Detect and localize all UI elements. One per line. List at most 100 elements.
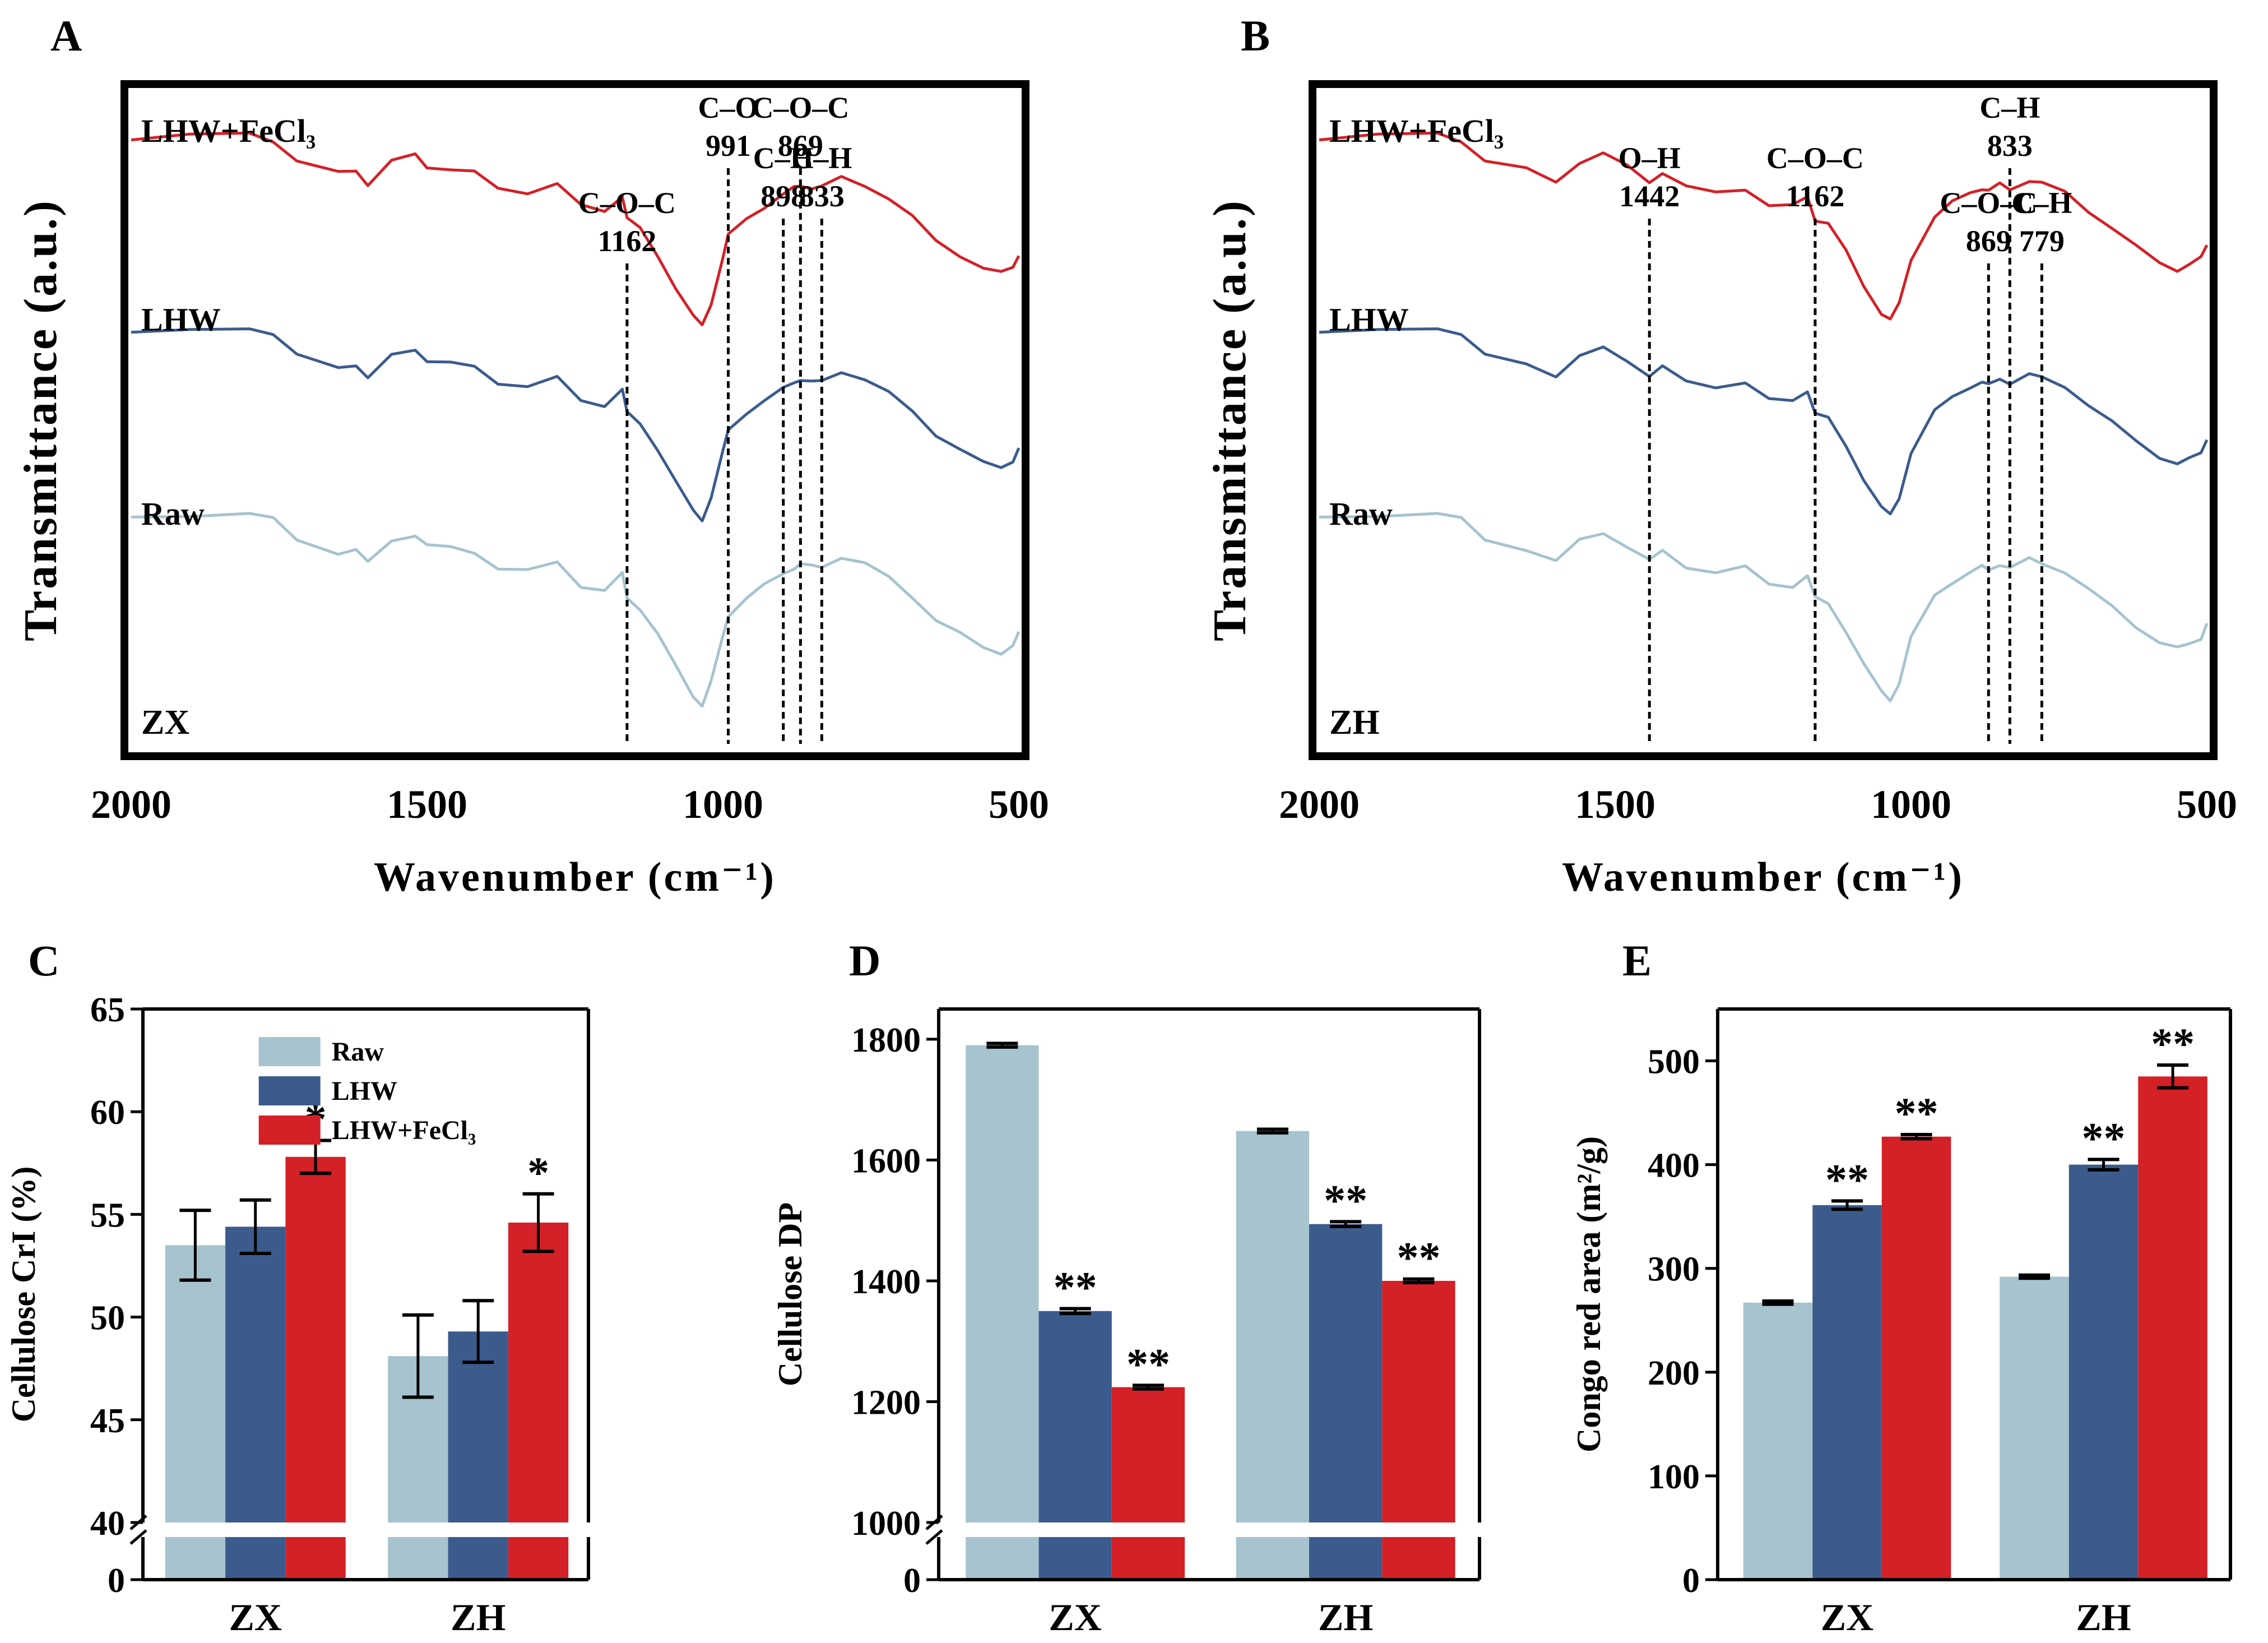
- axis-break-mark: [925, 1529, 943, 1545]
- peak-group-label: C–O–C: [1940, 186, 2037, 220]
- bar-fecl3: [508, 1223, 569, 1580]
- peak-value-label: 1162: [1785, 179, 1844, 213]
- y-tick-label: 1000: [851, 1505, 921, 1543]
- peak-group-label: C–O–C: [1766, 141, 1864, 175]
- peak-group-label: C–O–C: [578, 186, 676, 220]
- significance-mark: **: [2082, 1113, 2126, 1162]
- panel-label: C: [28, 936, 59, 985]
- significance-mark: **: [1825, 1155, 1869, 1204]
- bar-lhw: [2068, 1164, 2139, 1580]
- y-axis-label: Congo red area (m²/g): [1570, 1136, 1607, 1452]
- sample-label: ZH: [1329, 704, 1380, 742]
- y-tick-label: 50: [90, 1299, 125, 1337]
- y-tick-label: 65: [90, 991, 125, 1029]
- x-tick-label: 2000: [1279, 782, 1360, 827]
- series-label: Raw: [1329, 496, 1393, 532]
- significance-mark: **: [1054, 1263, 1097, 1312]
- peak-value-label: 991: [706, 129, 751, 163]
- y-tick-label: 0: [108, 1562, 125, 1600]
- y-axis-label: Transmittance (a.u.): [15, 199, 67, 641]
- peak-value-label: 1162: [597, 224, 656, 258]
- y-tick-label: 60: [90, 1094, 125, 1132]
- panel-b: B LHW+FeCl₃ LHW Raw O–H 1442 C–O–C 1162 C–O–C 869…: [1204, 11, 2237, 900]
- series-label: Raw: [141, 496, 205, 532]
- bar-fecl3: [1111, 1387, 1185, 1580]
- spectrum-raw: [131, 512, 1021, 708]
- spectrum-fecl3: [131, 131, 1021, 326]
- series-label: LHW: [141, 301, 221, 337]
- y-tick-label: 1200: [851, 1383, 921, 1422]
- x-tick-label: 1500: [1575, 782, 1655, 827]
- peak-value-label: 869: [1966, 224, 2011, 258]
- y-tick-label: 100: [1648, 1458, 1700, 1496]
- bar-lhw: [225, 1227, 286, 1580]
- peak-value-label: 1442: [1619, 179, 1680, 213]
- legend-swatch-lhw: [258, 1076, 321, 1105]
- bar-fecl3: [285, 1156, 346, 1580]
- y-axis-label: Transmittance (a.u.): [1204, 199, 1256, 641]
- bar-lhw: [1038, 1311, 1112, 1580]
- plot-frame: [120, 80, 1029, 760]
- bar-lhw: [1812, 1205, 1882, 1580]
- y-tick-label: 300: [1648, 1251, 1700, 1289]
- x-tick-label: 1000: [1871, 782, 1951, 827]
- series-label: LHW+FeCl₃: [141, 113, 316, 149]
- peak-value-label: 898: [760, 179, 806, 213]
- panel-d: D ** ** ZX ** ** ZH 1000 1200 1400 1600 1800 0 Cellul…: [772, 936, 1482, 1639]
- x-tick-label: ZH: [2076, 1596, 2131, 1639]
- y-tick-label: 0: [903, 1562, 921, 1600]
- x-tick-label: ZH: [1318, 1596, 1373, 1639]
- y-tick-label: 1800: [851, 1021, 921, 1059]
- significance-mark: **: [1895, 1089, 1938, 1137]
- x-tick-label: ZX: [229, 1596, 282, 1639]
- peak-value-label: 869: [778, 129, 823, 163]
- peak-value-label: 833: [799, 179, 845, 213]
- peak-group-label: C–H: [2011, 186, 2072, 220]
- peak-group-label: C–H: [791, 141, 852, 175]
- x-tick-label: 500: [2177, 782, 2237, 827]
- y-tick-label: 55: [90, 1196, 125, 1234]
- legend-swatch-fecl3: [258, 1116, 321, 1145]
- sample-label: ZX: [141, 704, 189, 742]
- x-tick-label: ZH: [451, 1596, 505, 1639]
- x-tick-label: 500: [989, 782, 1049, 827]
- legend-label: LHW: [332, 1076, 397, 1106]
- y-tick-label: 400: [1648, 1147, 1700, 1185]
- peak-group-label: C–O: [698, 91, 759, 124]
- bar-lhw: [448, 1331, 508, 1580]
- panel-label: E: [1622, 936, 1652, 985]
- axis-break-gap: [916, 1522, 1482, 1537]
- panel-label: B: [1241, 11, 1270, 60]
- spectrum-fecl3: [1319, 131, 2209, 321]
- panel-label: A: [50, 11, 82, 60]
- legend-label: Raw: [332, 1037, 384, 1067]
- significance-mark: **: [1397, 1233, 1440, 1282]
- y-tick-label: 500: [1648, 1043, 1700, 1081]
- panel-e: E ** ** ZX ** ** ZH 0 100 200 300 400 500 Congo red a…: [1570, 936, 2232, 1639]
- y-tick-label: 45: [90, 1402, 125, 1440]
- y-tick-label: 40: [90, 1505, 125, 1543]
- bar-raw: [2000, 1276, 2069, 1580]
- series-label: LHW: [1329, 301, 1409, 337]
- spectrum-raw: [1319, 512, 2209, 702]
- y-axis-label: Cellulose CrI (%): [5, 1167, 42, 1423]
- x-tick-label: ZX: [1049, 1596, 1101, 1639]
- y-tick-label: 200: [1648, 1354, 1700, 1392]
- panel-label: D: [849, 936, 880, 985]
- peak-group-label: O–H: [1618, 141, 1681, 175]
- series-label: LHW+FeCl₃: [1329, 113, 1504, 149]
- x-axis-label: Wavenumber (cm⁻¹): [374, 854, 776, 900]
- bar-fecl3: [2138, 1076, 2207, 1580]
- significance-mark: *: [527, 1148, 549, 1197]
- y-tick-label: 0: [1682, 1562, 1700, 1600]
- bar-raw: [1743, 1302, 1813, 1580]
- y-tick-label: 1400: [851, 1263, 921, 1301]
- axis-break-mark: [129, 1529, 147, 1545]
- x-tick-label: 1000: [683, 782, 763, 827]
- spectrum-lhw: [131, 327, 1021, 522]
- x-tick-label: 1500: [387, 782, 467, 827]
- significance-mark: **: [2151, 1019, 2195, 1068]
